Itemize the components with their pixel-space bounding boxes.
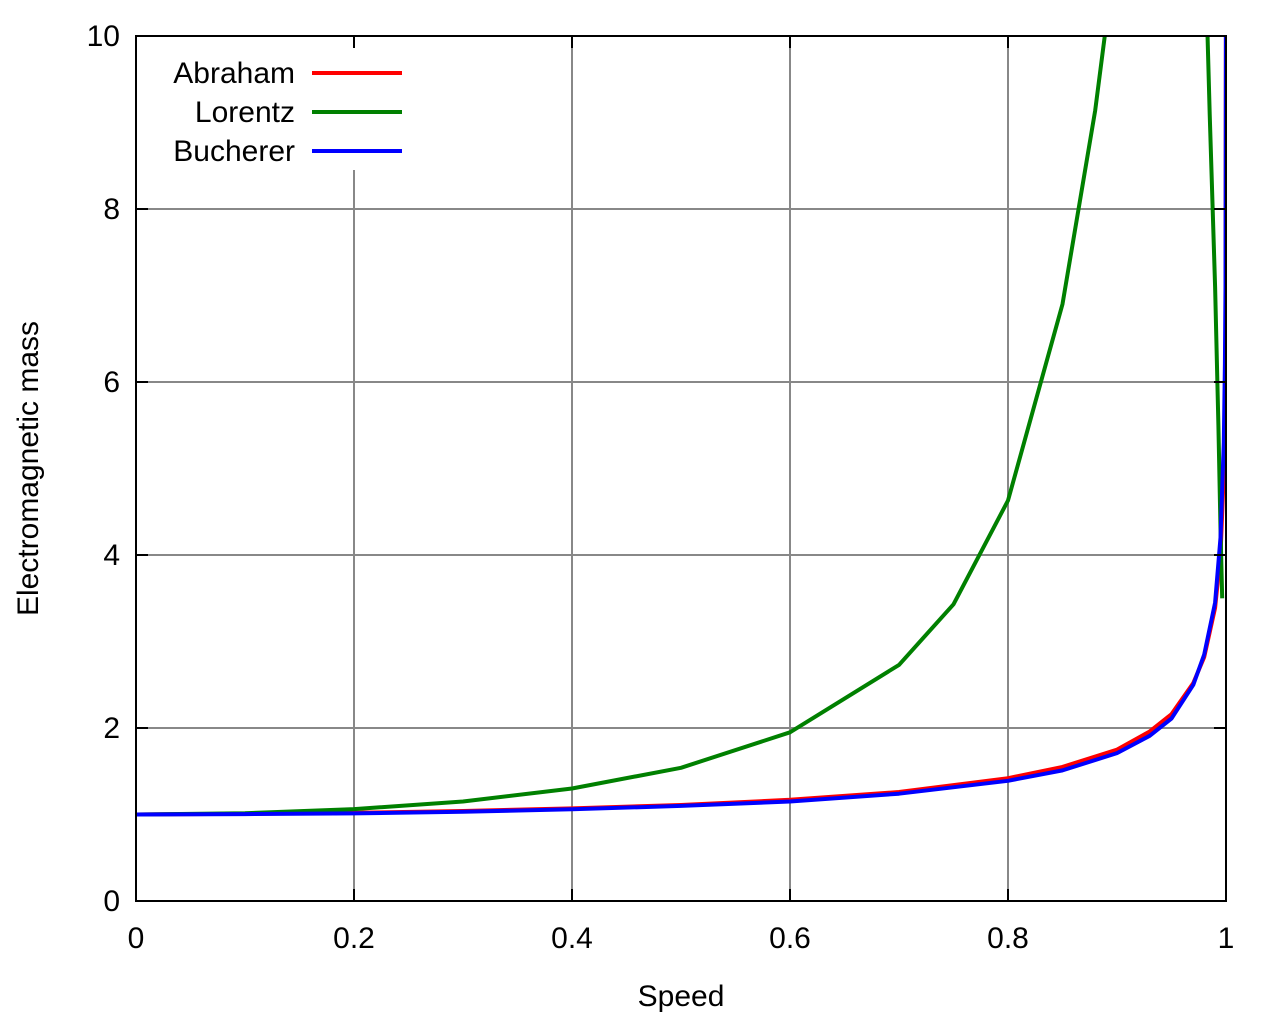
x-tick-label: 0.4 xyxy=(551,922,593,955)
y-tick-label: 0 xyxy=(103,885,120,918)
legend: Abraham Lorentz Bucherer xyxy=(173,57,402,168)
x-axis-label: Speed xyxy=(638,980,725,1013)
y-tick-label: 4 xyxy=(103,539,120,572)
legend-label-lorentz: Lorentz xyxy=(195,96,295,129)
y-tick-label: 8 xyxy=(103,193,120,226)
x-tick-label: 1 xyxy=(1218,922,1235,955)
grid xyxy=(136,36,1226,901)
x-tick-label: 0 xyxy=(128,922,145,955)
series-line-lorentz xyxy=(136,35,1225,817)
y-tick-label: 2 xyxy=(103,712,120,745)
x-tick-label: 0.8 xyxy=(987,922,1029,955)
legend-label-abraham: Abraham xyxy=(173,57,295,90)
ticks xyxy=(135,35,1227,902)
y-tick-label: 6 xyxy=(103,366,120,399)
legend-label-bucherer: Bucherer xyxy=(173,135,295,168)
y-tick-label: 10 xyxy=(87,20,120,53)
plot-lines xyxy=(136,35,1227,817)
x-tick-label: 0.6 xyxy=(769,922,811,955)
series-line-bucherer xyxy=(136,35,1227,817)
plot-frame xyxy=(135,35,1227,902)
x-tick-label: 0.2 xyxy=(333,922,375,955)
y-axis-label: Electromagnetic mass xyxy=(12,321,45,616)
